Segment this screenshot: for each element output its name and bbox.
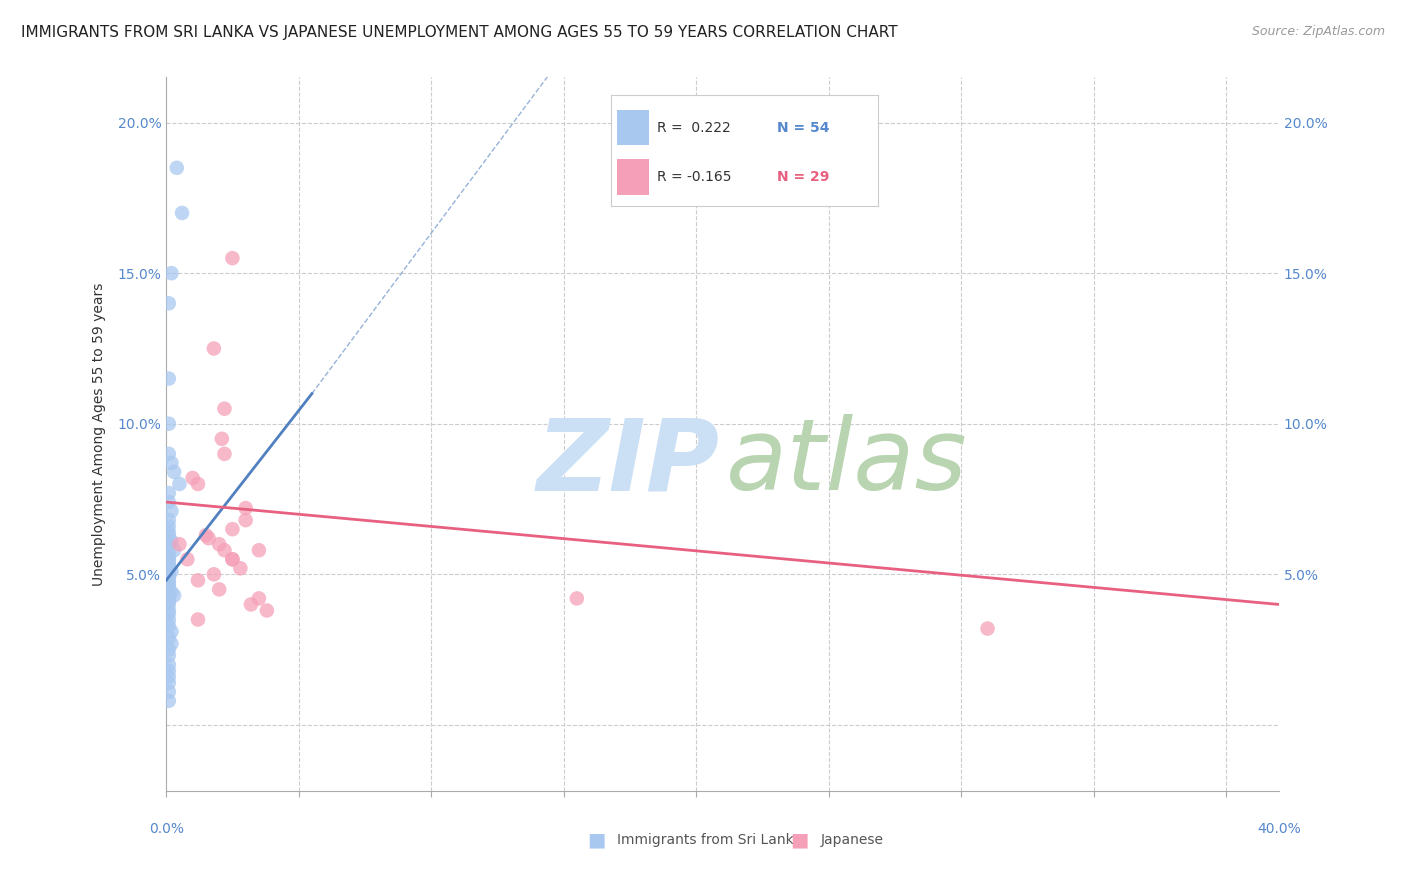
Point	[256, 603, 278, 617]
Point	[160, 637, 183, 651]
Point	[239, 598, 262, 612]
Point	[169, 477, 191, 491]
Point	[157, 631, 180, 645]
Text: Immigrants from Sri Lanka: Immigrants from Sri Lanka	[617, 833, 803, 847]
Point	[157, 371, 180, 385]
Point	[169, 537, 191, 551]
Point	[160, 534, 183, 549]
Point	[157, 552, 180, 566]
Point	[157, 657, 180, 672]
Point	[160, 456, 183, 470]
Point	[157, 648, 180, 663]
Point	[157, 555, 180, 569]
Point	[187, 613, 209, 627]
Text: 0.0%: 0.0%	[149, 822, 184, 836]
Point	[208, 537, 231, 551]
Point	[157, 613, 180, 627]
Point	[157, 675, 180, 690]
Point	[170, 206, 193, 220]
Point	[157, 513, 180, 527]
Point	[157, 567, 180, 582]
Text: 40.0%: 40.0%	[1257, 822, 1301, 836]
Point	[160, 564, 183, 578]
Point	[157, 603, 180, 617]
Point	[247, 591, 270, 606]
Point	[157, 685, 180, 699]
Point	[157, 598, 180, 612]
Point	[157, 570, 180, 584]
Point	[166, 161, 188, 175]
Point	[157, 546, 180, 560]
Point	[202, 567, 225, 582]
Point	[157, 528, 180, 542]
Point	[187, 574, 209, 588]
Point	[157, 537, 180, 551]
Point	[211, 432, 233, 446]
Point	[247, 543, 270, 558]
Text: ■: ■	[586, 830, 605, 850]
Point	[160, 504, 183, 518]
Text: Source: ZipAtlas.com: Source: ZipAtlas.com	[1251, 25, 1385, 38]
Point	[157, 495, 180, 509]
Point	[157, 558, 180, 573]
Point	[157, 576, 180, 591]
Point	[157, 664, 180, 678]
Point	[214, 543, 236, 558]
Point	[157, 694, 180, 708]
Point	[157, 447, 180, 461]
Text: ZIP: ZIP	[536, 415, 720, 511]
Point	[221, 522, 243, 536]
Text: atlas: atlas	[725, 415, 967, 511]
Point	[157, 561, 180, 575]
Point	[214, 447, 236, 461]
Point	[157, 591, 180, 606]
Point	[157, 417, 180, 431]
Point	[157, 582, 180, 597]
Point	[235, 501, 257, 516]
Point	[176, 552, 198, 566]
Point	[181, 471, 204, 485]
Point	[221, 552, 243, 566]
Point	[160, 266, 183, 280]
Point	[157, 537, 180, 551]
Point	[157, 607, 180, 621]
Point	[160, 624, 183, 639]
Point	[157, 549, 180, 564]
Text: IMMIGRANTS FROM SRI LANKA VS JAPANESE UNEMPLOYMENT AMONG AGES 55 TO 59 YEARS COR: IMMIGRANTS FROM SRI LANKA VS JAPANESE UN…	[21, 25, 897, 40]
Point	[197, 531, 219, 545]
Point	[157, 642, 180, 657]
Point	[208, 582, 231, 597]
Point	[187, 477, 209, 491]
Point	[163, 543, 186, 558]
Point	[157, 594, 180, 608]
Y-axis label: Unemployment Among Ages 55 to 59 years: Unemployment Among Ages 55 to 59 years	[93, 283, 107, 586]
Point	[157, 525, 180, 540]
Point	[157, 574, 180, 588]
Point	[194, 528, 217, 542]
Point	[157, 519, 180, 533]
Text: ■: ■	[790, 830, 808, 850]
Point	[976, 622, 998, 636]
Point	[214, 401, 236, 416]
Point	[221, 552, 243, 566]
Text: Japanese: Japanese	[821, 833, 884, 847]
Point	[157, 618, 180, 632]
Point	[157, 579, 180, 593]
Point	[163, 589, 186, 603]
Point	[160, 585, 183, 599]
Point	[229, 561, 252, 575]
Point	[235, 513, 257, 527]
Point	[157, 296, 180, 310]
Point	[157, 670, 180, 684]
Point	[157, 486, 180, 500]
Point	[565, 591, 588, 606]
Point	[163, 465, 186, 479]
Point	[221, 251, 243, 265]
Point	[202, 342, 225, 356]
